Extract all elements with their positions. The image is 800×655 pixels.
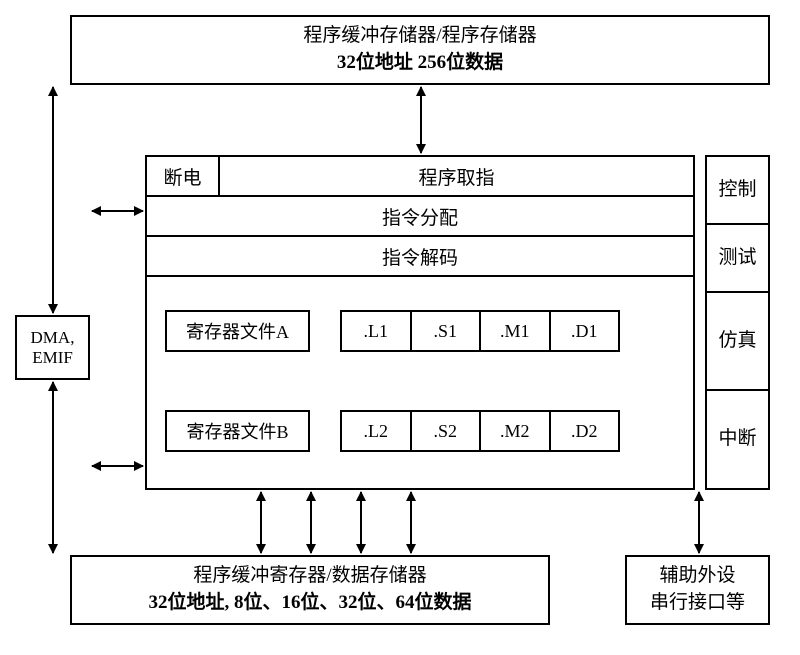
datapath-block bbox=[145, 275, 695, 490]
data-memory-block: 程序缓冲寄存器/数据存储器 32位地址, 8位、16位、32位、64位数据 bbox=[70, 555, 550, 625]
fetch-cell: 程序取指 bbox=[218, 155, 695, 197]
unit-s2: .S2 bbox=[410, 410, 482, 452]
unit-s1: .S1 bbox=[410, 310, 482, 352]
arrow-core-bl-2 bbox=[310, 492, 312, 553]
arrow-core-bl-3 bbox=[360, 492, 362, 553]
interrupt-cell: 中断 bbox=[705, 389, 770, 490]
unit-d2: .D2 bbox=[549, 410, 621, 452]
arrow-core-bl-1 bbox=[260, 492, 262, 553]
peripheral-block: 辅助外设 串行接口等 bbox=[625, 555, 770, 625]
progmem-line2: 32位地址 256位数据 bbox=[337, 50, 503, 77]
dma-emif-block: DMA, EMIF bbox=[15, 315, 90, 380]
decode-cell: 指令解码 bbox=[145, 235, 695, 277]
arrow-core-bl-4 bbox=[410, 492, 412, 553]
unit-m2: .M2 bbox=[479, 410, 551, 452]
unit-d1: .D1 bbox=[549, 310, 621, 352]
dsp-architecture-diagram: 程序缓冲存储器/程序存储器 32位地址 256位数据 DMA, EMIF 断电 … bbox=[10, 10, 790, 645]
units-b-row: .L2 .S2 .M2 .D2 bbox=[340, 410, 620, 452]
dma-line1: DMA, bbox=[31, 328, 75, 348]
power-off-cell: 断电 bbox=[145, 155, 220, 197]
dma-line2: EMIF bbox=[32, 348, 73, 368]
arrow-dma-top bbox=[52, 87, 54, 313]
unit-m1: .M1 bbox=[479, 310, 551, 352]
program-memory-block: 程序缓冲存储器/程序存储器 32位地址 256位数据 bbox=[70, 15, 770, 85]
test-cell: 测试 bbox=[705, 223, 770, 293]
arrow-right-br bbox=[698, 492, 700, 553]
register-file-a: 寄存器文件A bbox=[165, 310, 310, 352]
periph-line1: 辅助外设 bbox=[659, 563, 735, 590]
arrow-dma-core-top bbox=[92, 210, 143, 212]
datamem-line1: 程序缓冲寄存器/数据存储器 bbox=[193, 563, 426, 590]
arrow-dma-bottom bbox=[52, 382, 54, 553]
arrow-top-to-core bbox=[420, 87, 422, 153]
dispatch-cell: 指令分配 bbox=[145, 195, 695, 237]
unit-l2: .L2 bbox=[340, 410, 412, 452]
units-a-row: .L1 .S1 .M1 .D1 bbox=[340, 310, 620, 352]
datamem-line2: 32位地址, 8位、16位、32位、64位数据 bbox=[148, 590, 471, 617]
emulation-cell: 仿真 bbox=[705, 291, 770, 391]
periph-line2: 串行接口等 bbox=[650, 590, 745, 617]
right-side-column: 控制 测试 仿真 中断 bbox=[705, 155, 770, 490]
register-file-b: 寄存器文件B bbox=[165, 410, 310, 452]
progmem-line1: 程序缓冲存储器/程序存储器 bbox=[303, 23, 536, 50]
control-cell: 控制 bbox=[705, 155, 770, 225]
arrow-dma-core-bot bbox=[92, 465, 143, 467]
unit-l1: .L1 bbox=[340, 310, 412, 352]
